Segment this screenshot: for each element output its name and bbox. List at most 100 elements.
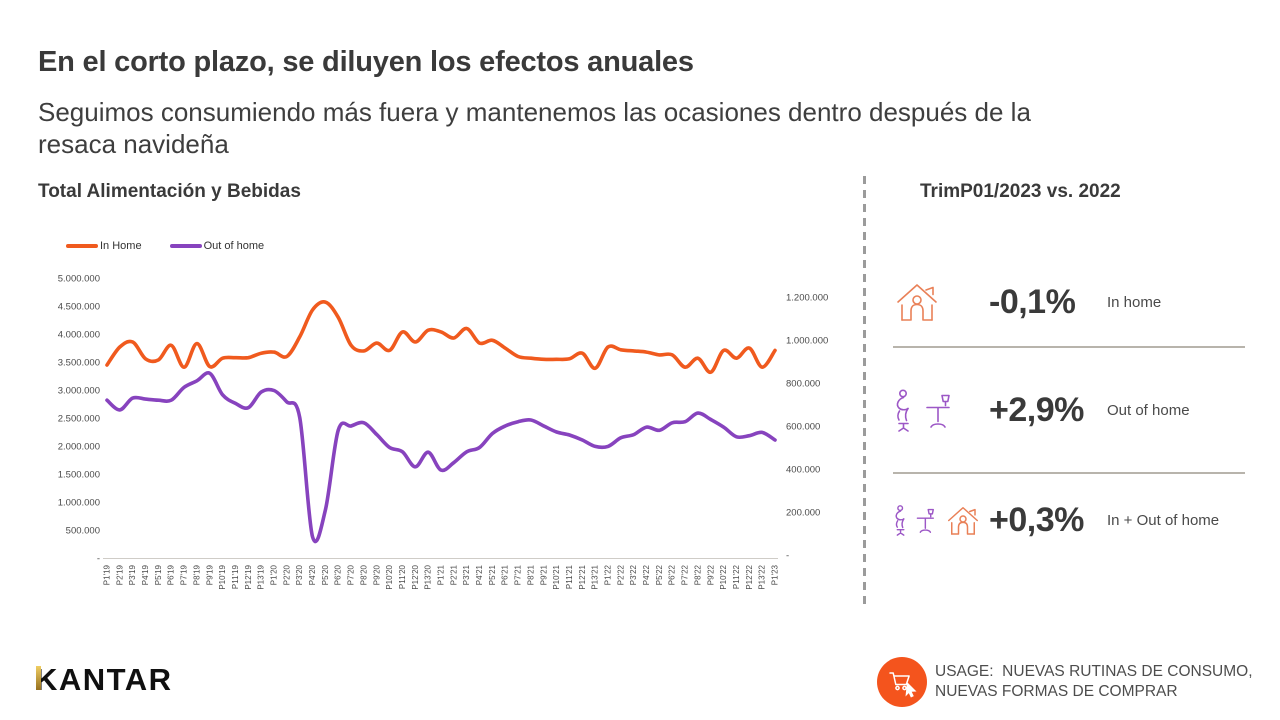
kantar-logo-gold-bar — [36, 666, 41, 690]
svg-text:P1'19: P1'19 — [103, 564, 112, 585]
svg-text:2.000.000: 2.000.000 — [58, 442, 100, 453]
svg-text:P6'19: P6'19 — [167, 564, 176, 585]
svg-text:P13'22: P13'22 — [758, 564, 767, 589]
svg-text:200.000: 200.000 — [786, 508, 820, 519]
svg-text:P9'20: P9'20 — [372, 564, 381, 585]
out-of-home-line-swatch — [169, 244, 202, 248]
stat-row-in-home: -0,1% In home — [893, 258, 1245, 348]
stat-row-in-out-home: +0,3% In + Out of home — [893, 474, 1245, 566]
svg-text:-: - — [786, 551, 789, 562]
svg-text:P11'20: P11'20 — [398, 564, 407, 589]
person-table-icon — [896, 389, 950, 432]
svg-text:1.200.000: 1.200.000 — [786, 293, 828, 304]
stat-icons — [893, 280, 989, 324]
chart-legend: In Home Out of home — [66, 240, 264, 252]
svg-text:3.500.000: 3.500.000 — [58, 358, 100, 369]
svg-text:P10'22: P10'22 — [719, 564, 728, 589]
svg-text:P11'21: P11'21 — [565, 564, 574, 589]
svg-text:P3'20: P3'20 — [295, 564, 304, 585]
svg-text:800.000: 800.000 — [786, 379, 820, 390]
svg-text:P4'20: P4'20 — [308, 564, 317, 585]
page-subtitle-line2: resaca navideña — [38, 128, 229, 159]
svg-text:P2'20: P2'20 — [282, 564, 291, 585]
svg-text:5.000.000: 5.000.000 — [58, 274, 100, 285]
svg-text:P1'20: P1'20 — [270, 564, 279, 585]
svg-text:P10'20: P10'20 — [385, 564, 394, 589]
shopping-cart-cursor-icon — [877, 657, 927, 707]
svg-text:P7'21: P7'21 — [514, 564, 523, 585]
svg-text:P5'21: P5'21 — [488, 564, 497, 585]
page-title: En el corto plazo, se diluyen los efecto… — [38, 46, 694, 78]
svg-text:P2'19: P2'19 — [115, 564, 124, 585]
svg-text:P4'19: P4'19 — [141, 564, 150, 585]
svg-text:P6'21: P6'21 — [501, 564, 510, 585]
svg-text:P12'21: P12'21 — [578, 564, 587, 589]
usage-text: USAGE: NUEVAS RUTINAS DE CONSUMO, NUEVAS… — [935, 662, 1253, 703]
line-chart: 5.000.000 4.500.000 4.000.000 3.500.000 3.00… — [58, 274, 829, 590]
svg-text:P1'23: P1'23 — [771, 564, 780, 585]
svg-text:P5'22: P5'22 — [655, 564, 664, 585]
stat-label: In + Out of home — [1107, 511, 1220, 529]
svg-text:P12'19: P12'19 — [244, 564, 253, 589]
person-table-icon — [895, 505, 934, 536]
stat-label: In home — [1107, 293, 1162, 311]
svg-text:P11'22: P11'22 — [732, 564, 741, 589]
svg-text:1.000.000: 1.000.000 — [58, 498, 100, 509]
svg-text:P5'20: P5'20 — [321, 564, 330, 585]
svg-text:P8'19: P8'19 — [192, 564, 201, 585]
svg-text:P12'22: P12'22 — [745, 564, 754, 589]
svg-text:P8'21: P8'21 — [526, 564, 535, 585]
svg-text:P11'19: P11'19 — [231, 564, 240, 589]
page-subtitle: Seguimos consumiendo más fuera y mantene… — [38, 97, 1031, 160]
svg-text:-: - — [97, 554, 100, 565]
in-home-line-swatch — [66, 244, 98, 248]
svg-text:P13'20: P13'20 — [424, 564, 433, 589]
page-subtitle-line1: Seguimos consumiendo más fuera y mantene… — [38, 97, 1031, 127]
svg-text:P3'22: P3'22 — [629, 564, 638, 585]
svg-text:P9'21: P9'21 — [539, 564, 548, 585]
svg-text:P13'19: P13'19 — [257, 564, 266, 589]
svg-text:P3'21: P3'21 — [462, 564, 471, 585]
svg-text:P7'22: P7'22 — [681, 564, 690, 585]
chart-section-title: Total Alimentación y Bebidas — [38, 181, 301, 202]
stat-icons — [893, 503, 989, 537]
panel-title: TrimP01/2023 vs. 2022 — [920, 181, 1121, 202]
stat-value: +0,3% — [989, 500, 1084, 539]
stat-icons — [893, 387, 989, 433]
svg-text:P9'22: P9'22 — [706, 564, 715, 585]
house-person-icon — [897, 284, 937, 321]
svg-text:4.500.000: 4.500.000 — [58, 302, 100, 313]
svg-text:P6'20: P6'20 — [334, 564, 343, 585]
svg-text:P13'21: P13'21 — [591, 564, 600, 589]
legend-item-out-of-home: Out of home — [169, 240, 264, 252]
stats-panel: -0,1% In home +2,9% Out of home — [893, 258, 1245, 566]
vertical-dashed-divider — [863, 176, 866, 608]
stat-label: Out of home — [1107, 401, 1190, 419]
svg-text:500.000: 500.000 — [66, 526, 100, 537]
svg-text:P3'19: P3'19 — [128, 564, 137, 585]
svg-text:P1'22: P1'22 — [604, 564, 613, 585]
svg-text:P12'20: P12'20 — [411, 564, 420, 589]
svg-text:P6'22: P6'22 — [668, 564, 677, 585]
svg-text:2.500.000: 2.500.000 — [58, 414, 100, 425]
kantar-logo-text: KANTAR — [35, 662, 173, 697]
svg-text:P4'22: P4'22 — [642, 564, 651, 585]
svg-text:P2'22: P2'22 — [616, 564, 625, 585]
stat-row-out-of-home: +2,9% Out of home — [893, 348, 1245, 474]
stat-value: -0,1% — [989, 282, 1076, 321]
svg-text:1.500.000: 1.500.000 — [58, 470, 100, 481]
svg-text:4.000.000: 4.000.000 — [58, 330, 100, 341]
usage-text-line2: NUEVAS FORMAS DE COMPRAR — [935, 683, 1178, 700]
svg-text:P9'19: P9'19 — [205, 564, 214, 585]
svg-text:P10'21: P10'21 — [552, 564, 561, 589]
svg-text:P8'20: P8'20 — [359, 564, 368, 585]
svg-text:P7'20: P7'20 — [347, 564, 356, 585]
svg-text:P7'19: P7'19 — [180, 564, 189, 585]
svg-text:600.000: 600.000 — [786, 422, 820, 433]
svg-text:P10'19: P10'19 — [218, 564, 227, 589]
legend-item-in-home: In Home — [66, 240, 142, 252]
house-person-icon — [948, 506, 978, 535]
legend-label-in-home: In Home — [100, 240, 142, 252]
svg-text:1.000.000: 1.000.000 — [786, 336, 828, 347]
